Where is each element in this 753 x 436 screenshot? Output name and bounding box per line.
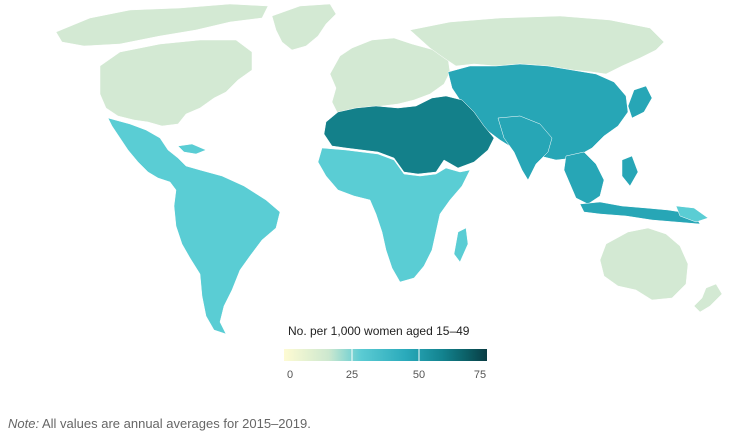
region-philippines[interactable] xyxy=(621,155,639,187)
region-north-america[interactable] xyxy=(99,39,253,127)
legend-ticks: 0 25 50 75 xyxy=(284,369,494,383)
region-arctic-islands[interactable] xyxy=(55,3,269,47)
region-new-zealand[interactable] xyxy=(693,283,723,313)
region-russia[interactable] xyxy=(409,15,665,75)
footnote: Note: All values are annual averages for… xyxy=(8,416,311,431)
region-latin-america[interactable] xyxy=(107,117,281,335)
world-map-svg xyxy=(55,3,723,335)
region-sub-saharan-africa[interactable] xyxy=(317,147,471,283)
legend-color-bar xyxy=(284,349,487,361)
region-caribbean[interactable] xyxy=(177,143,207,155)
legend-tick-25: 25 xyxy=(345,369,359,381)
region-madagascar[interactable] xyxy=(453,227,469,263)
region-australia[interactable] xyxy=(599,227,689,301)
region-north-africa-western-asia[interactable] xyxy=(323,95,495,175)
legend: No. per 1,000 women aged 15–49 0 25 50 7… xyxy=(284,324,494,381)
region-papua-new-guinea[interactable] xyxy=(675,205,709,223)
world-map xyxy=(55,3,723,335)
region-japan[interactable] xyxy=(627,85,653,119)
region-south-asia[interactable] xyxy=(497,115,553,181)
note-text: All values are annual averages for 2015–… xyxy=(39,416,311,431)
region-greenland[interactable] xyxy=(271,3,337,51)
legend-tick-0: 0 xyxy=(286,369,294,381)
legend-tick-75: 75 xyxy=(473,369,487,381)
legend-tick-50: 50 xyxy=(412,369,426,381)
legend-title: No. per 1,000 women aged 15–49 xyxy=(288,324,470,338)
note-label: Note: xyxy=(8,416,40,431)
region-south-east-asia[interactable] xyxy=(563,151,605,205)
region-indonesia[interactable] xyxy=(579,201,701,225)
